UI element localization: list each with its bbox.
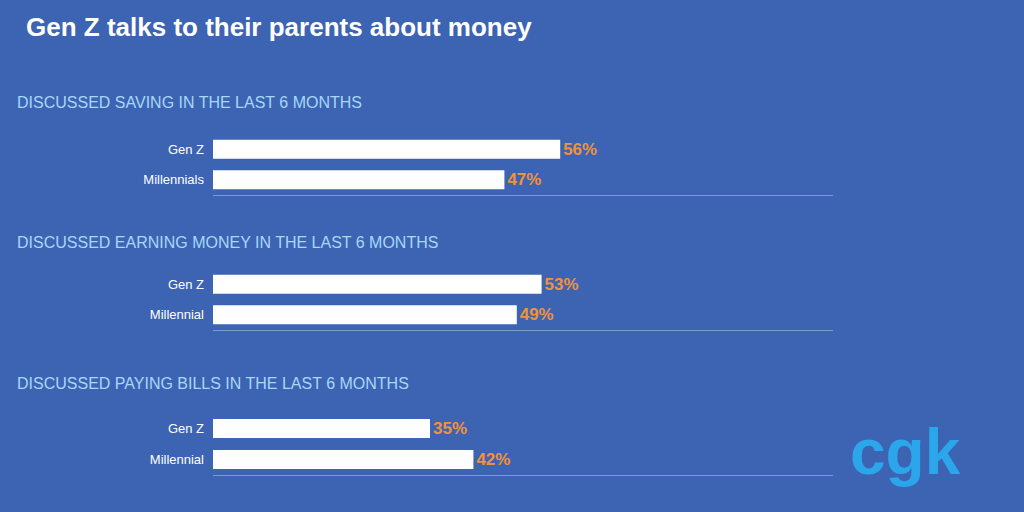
svg-text:35%: 35% (433, 419, 467, 438)
svg-text:Gen Z: Gen Z (168, 142, 204, 157)
svg-text:42%: 42% (476, 450, 510, 469)
svg-text:56%: 56% (563, 140, 597, 159)
svg-text:Gen Z talks to their parents a: Gen Z talks to their parents about money (26, 12, 532, 42)
svg-text:DISCUSSED PAYING BILLS IN THE: DISCUSSED PAYING BILLS IN THE LAST 6 MON… (17, 375, 409, 392)
svg-text:Millennial: Millennial (150, 452, 204, 467)
svg-text:Gen Z: Gen Z (168, 421, 204, 436)
svg-text:Gen Z: Gen Z (168, 277, 204, 292)
svg-text:49%: 49% (520, 305, 554, 324)
svg-text:53%: 53% (545, 275, 579, 294)
svg-text:DISCUSSED SAVING IN THE LAST 6: DISCUSSED SAVING IN THE LAST 6 MONTHS (17, 94, 362, 111)
svg-text:Millennial: Millennial (150, 307, 204, 322)
svg-text:cgk: cgk (850, 416, 961, 488)
svg-text:DISCUSSED EARNING MONEY IN THE: DISCUSSED EARNING MONEY IN THE LAST 6 MO… (17, 234, 438, 251)
svg-text:Millennials: Millennials (143, 172, 204, 187)
svg-text:47%: 47% (507, 170, 541, 189)
